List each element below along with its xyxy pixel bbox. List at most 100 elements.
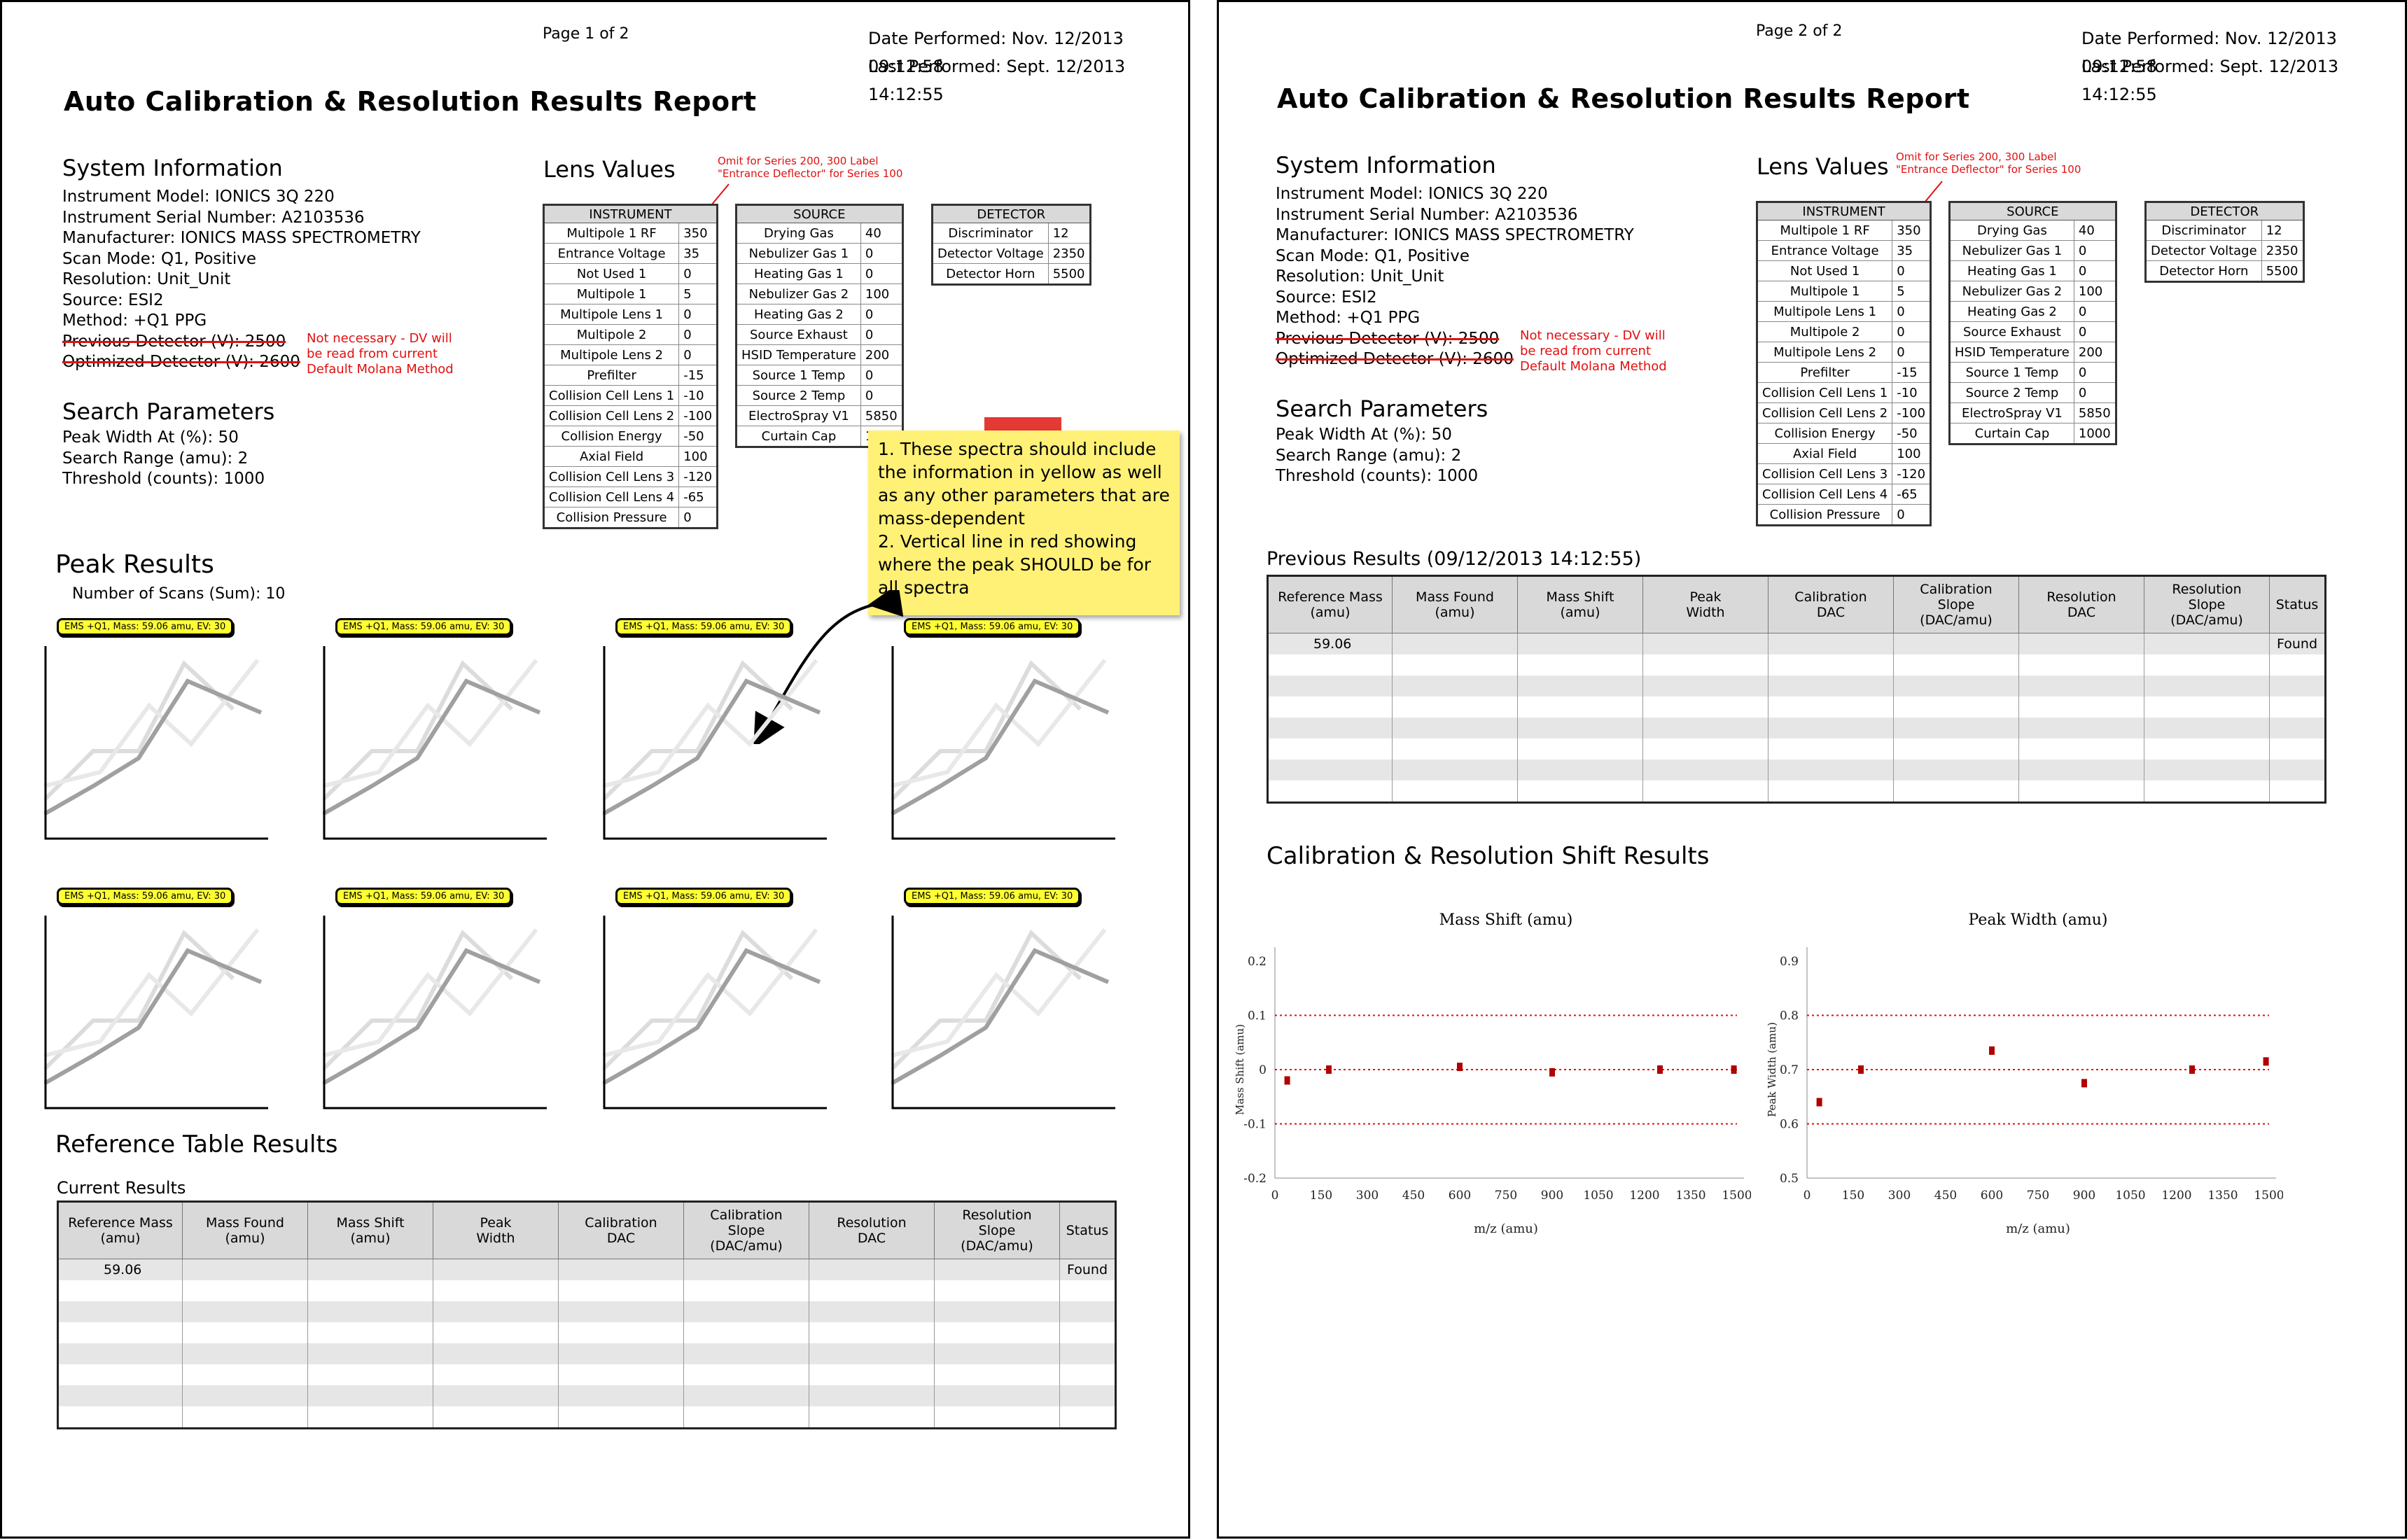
lens-table-header: INSTRUMENT xyxy=(543,204,718,223)
last-performed: Last Performed: Sept. 12/2013 14:12:55 xyxy=(868,57,1126,104)
results-cell xyxy=(934,1322,1060,1343)
spectrum-trace xyxy=(323,678,541,816)
lens-param-name: Detector Horn xyxy=(2145,260,2262,282)
results-cell xyxy=(1059,1385,1117,1406)
results-column-header: Mass Found (amu) xyxy=(182,1201,308,1259)
lens-param-value: 12 xyxy=(1047,223,1091,244)
results-cell xyxy=(307,1364,433,1385)
spectrum-trace-light xyxy=(891,660,1082,802)
results-cell xyxy=(2144,696,2270,718)
results-cell xyxy=(1642,718,1768,738)
lens-param-name: ElectroSpray V1 xyxy=(1949,402,2074,424)
table-row xyxy=(1267,738,2326,760)
data-point xyxy=(1457,1063,1463,1072)
data-point xyxy=(1731,1065,1737,1074)
y-tick-label: 0.9 xyxy=(1780,955,1799,969)
table-row xyxy=(57,1301,1117,1322)
y-axis-label: Peak Width (amu) xyxy=(1766,1022,1778,1117)
lens-param-value: 0 xyxy=(860,385,903,406)
lens-row: Source 1 Temp 0 xyxy=(1949,362,2116,383)
lens-param-value: 0 xyxy=(2073,382,2116,403)
results-cell xyxy=(1768,738,1894,760)
results-cell xyxy=(2018,760,2144,780)
x-axis-label: m/z (amu) xyxy=(2006,1222,2070,1236)
spectrum-label: EMS +Q1, Mass: 59.06 amu, EV: 30 xyxy=(615,618,793,636)
spectrum-axes xyxy=(891,646,1115,840)
system-info-list: Instrument Model: IONICS 3Q 220 Instrume… xyxy=(62,187,421,373)
mass-shift-chart: Mass Shift (amu) 0.2 0.1 0 -0.1 -0.2 0 150 300 45… xyxy=(1234,911,1751,1236)
results-cell xyxy=(934,1343,1060,1364)
results-cell xyxy=(1392,654,1518,676)
manufacturer: Manufacturer: IONICS MASS SPECTROMETRY xyxy=(1276,226,1634,244)
spectrum-label: EMS +Q1, Mass: 59.06 amu, EV: 30 xyxy=(904,618,1081,636)
lens-row: Nebulizer Gas 2 100 xyxy=(1949,281,2116,302)
results-cell xyxy=(1893,676,2019,696)
lens-row: Axial Field 100 xyxy=(543,446,718,467)
results-cell xyxy=(2268,676,2326,696)
results-cell xyxy=(558,1259,684,1280)
x-tick-label: 1500 xyxy=(2254,1189,2283,1203)
sticky-arrow xyxy=(753,590,904,744)
lens-param-name: Collision Energy xyxy=(1756,423,1893,444)
lens-param-name: Multipole 1 xyxy=(543,284,680,304)
report-title: Auto Calibration & Resolution Results Re… xyxy=(1277,83,1970,114)
lens-param-value: 0 xyxy=(1892,504,1932,526)
lens-note: Omit for Series 200, 300 Label "Entrance… xyxy=(1896,150,2081,176)
lens-param-value: -120 xyxy=(1892,463,1932,484)
lens-param-name: Multipole 2 xyxy=(543,324,680,345)
results-cell xyxy=(683,1364,809,1385)
results-cell xyxy=(433,1280,559,1301)
current-results-table-wrap: Reference Mass (amu) Mass Found (amu) Mass… xyxy=(57,1200,1117,1429)
results-cell xyxy=(809,1406,935,1429)
lens-param-name: Entrance Voltage xyxy=(543,243,680,264)
threshold: Threshold (counts): 1000 xyxy=(62,470,265,488)
lens-row: Axial Field 100 xyxy=(1756,443,1932,464)
results-cell: 59.06 xyxy=(57,1259,183,1280)
results-cell xyxy=(1267,696,1393,718)
lens-param-name: Source 1 Temp xyxy=(736,365,861,386)
lens-param-name: Collision Pressure xyxy=(543,507,680,528)
y-axis-label: Mass Shift (amu) xyxy=(1234,1024,1246,1115)
scan-mode: Scan Mode: Q1, Positive xyxy=(62,249,256,268)
lens-param-name: Detector Voltage xyxy=(932,243,1049,264)
lens-row: Prefilter -15 xyxy=(543,365,718,386)
spectrum-label: EMS +Q1, Mass: 59.06 amu, EV: 30 xyxy=(57,888,234,905)
results-cell xyxy=(1642,738,1768,760)
page-number: Page 1 of 2 xyxy=(543,25,629,43)
y-tick-label: 0.5 xyxy=(1780,1172,1799,1186)
results-cell xyxy=(934,1280,1060,1301)
spectrum-label: EMS +Q1, Mass: 59.06 amu, EV: 30 xyxy=(335,618,512,636)
lens-param-name: Nebulizer Gas 2 xyxy=(736,284,861,304)
spectrum-trace xyxy=(891,678,1110,816)
search-params-list: Peak Width At (%): 50 Search Range (amu)… xyxy=(1276,425,1478,487)
spectrum-plot xyxy=(44,916,268,1110)
lens-param-value: -50 xyxy=(1892,423,1932,444)
results-cell xyxy=(1059,1406,1117,1429)
lens-param-value: 350 xyxy=(678,223,718,244)
lens-param-name: Detector Horn xyxy=(932,263,1049,285)
lens-param-value: 0 xyxy=(2073,260,2116,281)
lens-param-value: 5850 xyxy=(2073,402,2116,424)
y-tick-label: -0.1 xyxy=(1243,1118,1267,1132)
lens-param-name: Heating Gas 2 xyxy=(736,304,861,325)
lens-param-name: Collision Cell Lens 4 xyxy=(1756,484,1893,505)
spectrum-trace-light xyxy=(603,660,794,802)
results-cell xyxy=(1517,676,1643,696)
scan-mode: Scan Mode: Q1, Positive xyxy=(1276,246,1470,265)
lens-param-value: 5850 xyxy=(860,405,903,426)
results-cell xyxy=(1517,696,1643,718)
peak-width-at: Peak Width At (%): 50 xyxy=(1276,426,1452,444)
lens-param-name: Collision Cell Lens 3 xyxy=(543,466,680,487)
spectrum-trace-light xyxy=(44,660,235,802)
results-cell xyxy=(2268,780,2326,803)
results-cell xyxy=(2144,633,2270,654)
current-results-label: Current Results xyxy=(57,1178,186,1198)
lens-param-name: Collision Cell Lens 2 xyxy=(543,405,680,426)
lens-row: Source Exhaust 0 xyxy=(1949,321,2116,342)
lens-param-value: 5500 xyxy=(1047,263,1091,285)
peak-results-heading: Peak Results xyxy=(55,550,214,579)
lens-param-name: Collision Cell Lens 4 xyxy=(543,486,680,507)
